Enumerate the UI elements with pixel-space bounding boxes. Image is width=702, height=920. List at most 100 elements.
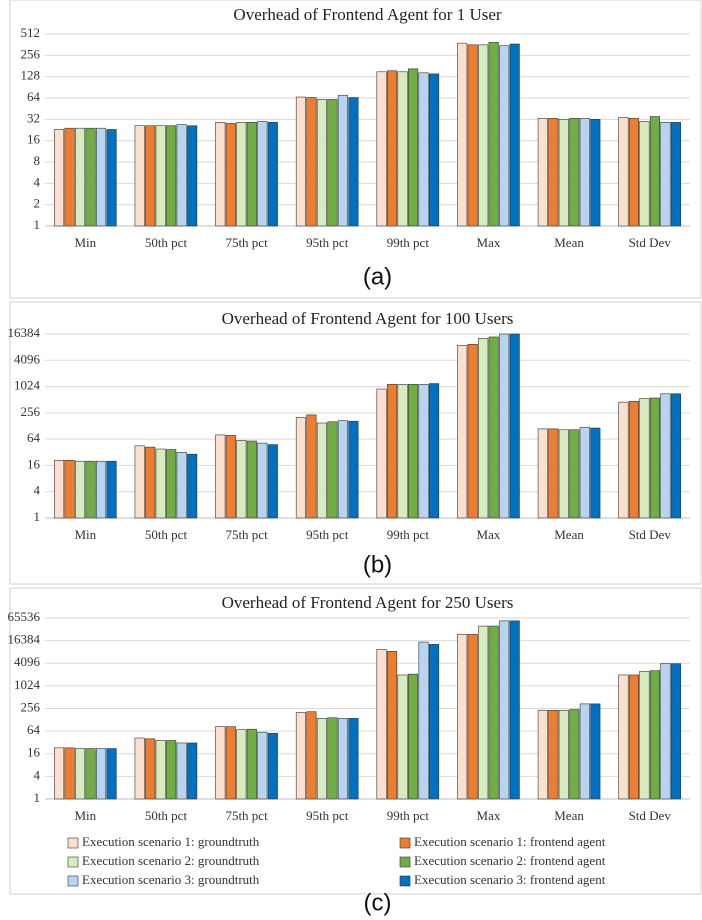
bar [569, 118, 580, 227]
bar [267, 444, 278, 519]
bar [187, 453, 198, 519]
bar [488, 625, 499, 800]
y-tick-label: 8 [34, 153, 41, 168]
x-tick-label: Max [477, 808, 501, 823]
x-tick-label: Mean [554, 527, 584, 542]
bar [246, 122, 257, 227]
bar [429, 644, 440, 800]
bar [418, 72, 429, 227]
y-tick-label: 64 [27, 89, 41, 104]
bar [670, 663, 681, 800]
bar [670, 393, 681, 519]
bar [96, 127, 107, 227]
panel-label: (c) [364, 889, 392, 916]
x-tick-label: Mean [554, 808, 584, 823]
x-tick-label: Max [477, 527, 501, 542]
bar [618, 117, 629, 227]
bar [306, 97, 317, 227]
bar [649, 397, 660, 519]
bar [187, 125, 198, 227]
bar [387, 70, 398, 227]
y-tick-label: 1024 [14, 378, 41, 393]
bar [225, 123, 236, 227]
bar [376, 649, 387, 800]
bar [478, 338, 489, 519]
bar [548, 709, 559, 800]
chart-title: Overhead of Frontend Agent for 1 User [233, 5, 501, 24]
y-tick-label: 1 [34, 509, 41, 524]
legend-label: Execution scenario 3: groundtruth [82, 872, 260, 887]
x-tick-label: 75th pct [225, 235, 268, 250]
bar [429, 383, 440, 519]
bar [537, 118, 548, 227]
bar [537, 709, 548, 800]
bar [96, 460, 107, 519]
chart-title: Overhead of Frontend Agent for 250 Users [222, 593, 514, 612]
bar [649, 116, 660, 227]
x-tick-label: 95th pct [306, 808, 349, 823]
bar [75, 127, 86, 227]
bar [295, 96, 306, 227]
bar [106, 129, 117, 227]
bar [509, 43, 520, 227]
y-tick-label: 4 [34, 174, 41, 189]
x-tick-label: Max [477, 235, 501, 250]
chart-title: Overhead of Frontend Agent for 100 Users [222, 309, 514, 328]
bar [509, 333, 520, 519]
x-tick-label: 99th pct [387, 527, 430, 542]
legend-swatch [67, 837, 79, 849]
bar [418, 641, 429, 800]
bar [64, 127, 75, 227]
bar [85, 127, 96, 227]
bar [106, 748, 117, 800]
legend-swatch [399, 875, 411, 887]
panel-label: (a) [363, 263, 392, 290]
bar [267, 122, 278, 227]
y-tick-label: 4096 [14, 654, 41, 669]
bar [85, 460, 96, 519]
bar [499, 45, 510, 227]
legend-label: Execution scenario 1: frontend agent [414, 834, 606, 849]
bar [246, 440, 257, 519]
bar [397, 71, 408, 227]
y-tick-label: 1 [34, 217, 41, 232]
bar [295, 417, 306, 519]
bar [376, 388, 387, 519]
bar [155, 448, 166, 519]
bar [246, 728, 257, 800]
bar [628, 674, 639, 800]
bar [408, 68, 419, 227]
bar [215, 122, 226, 227]
x-tick-label: 75th pct [225, 808, 268, 823]
y-tick-label: 256 [21, 46, 41, 61]
bar [639, 121, 650, 227]
bar [348, 97, 359, 227]
bar [429, 73, 440, 227]
bar [397, 384, 408, 519]
bar [64, 747, 75, 800]
bar [467, 44, 478, 227]
bar [467, 344, 478, 519]
bar [408, 384, 419, 519]
bar [145, 125, 156, 227]
bar [537, 428, 548, 519]
bar [660, 663, 671, 800]
bar [64, 459, 75, 519]
bar [155, 740, 166, 800]
bar [478, 625, 489, 800]
bar [488, 42, 499, 227]
x-tick-label: 50th pct [145, 235, 188, 250]
bar [579, 703, 590, 800]
bar [569, 709, 580, 800]
x-tick-label: 95th pct [306, 527, 349, 542]
bar [499, 620, 510, 800]
bar [155, 125, 166, 227]
legend-swatch [399, 856, 411, 868]
bar [337, 94, 348, 227]
bar [215, 726, 226, 800]
panel-label: (b) [363, 551, 392, 578]
legend-label: Execution scenario 2: frontend agent [414, 853, 606, 868]
x-tick-label: Std Dev [629, 235, 672, 250]
bar [306, 711, 317, 800]
legend-label: Execution scenario 1: groundtruth [82, 834, 260, 849]
